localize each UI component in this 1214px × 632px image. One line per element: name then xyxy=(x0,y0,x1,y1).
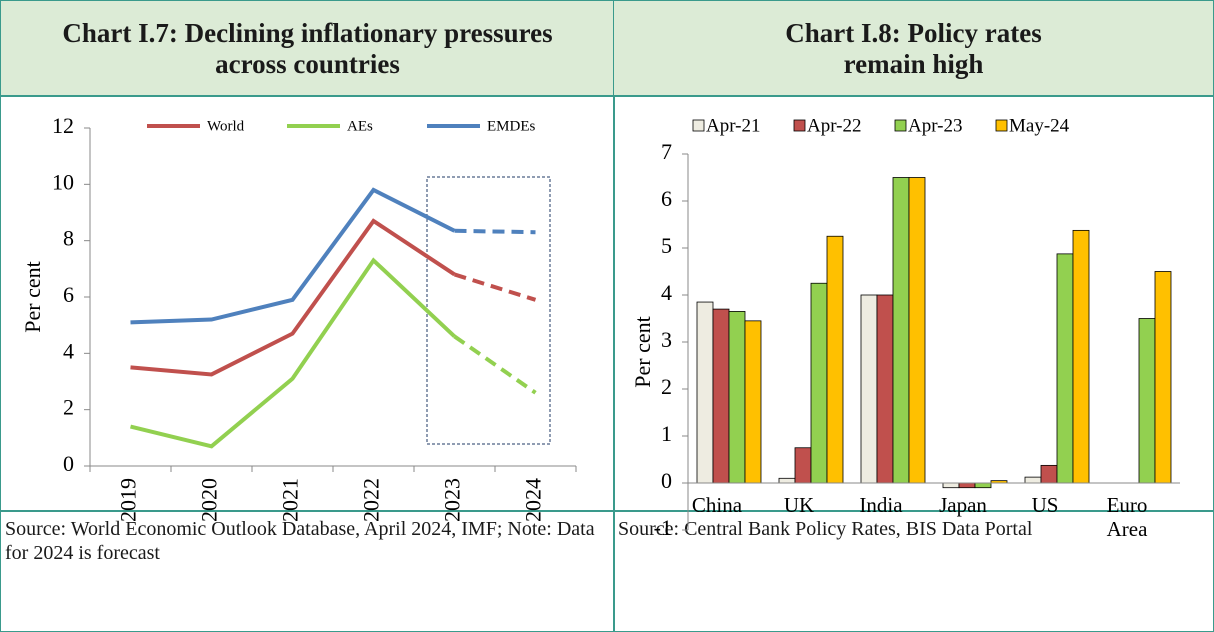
y-tick-label: -1 xyxy=(654,515,672,540)
bar xyxy=(744,320,762,484)
bar xyxy=(728,311,746,484)
x-tick-label: 2021 xyxy=(278,478,303,522)
legend-label: Apr-22 xyxy=(807,115,862,136)
bar xyxy=(908,177,926,484)
x-tick-label: Euro Area xyxy=(1106,493,1148,541)
bar xyxy=(892,177,910,484)
legend-label: Apr-21 xyxy=(706,115,761,136)
legend-swatch xyxy=(793,119,806,132)
legend-label: May-24 xyxy=(1009,115,1070,136)
bar xyxy=(958,482,976,489)
bar xyxy=(860,294,878,484)
y-tick-label: 3 xyxy=(661,327,672,352)
bar xyxy=(794,447,812,484)
bar xyxy=(696,301,714,484)
forecast-box xyxy=(426,176,551,445)
x-tick-label: Japan xyxy=(939,493,987,517)
bar xyxy=(1024,476,1042,484)
y-axis-label: Per cent xyxy=(630,316,655,387)
x-tick-label: UK xyxy=(783,493,815,517)
legend-label: World xyxy=(207,118,245,134)
legend-label: Apr-23 xyxy=(908,115,963,136)
y-tick-label: 0 xyxy=(661,468,672,493)
legend-label: EMDEs xyxy=(487,118,535,134)
x-tick-label: US xyxy=(1031,493,1059,517)
bar xyxy=(810,282,828,484)
forecast-line xyxy=(453,334,537,395)
y-tick-label: 0 xyxy=(63,451,74,476)
y-tick-label: 4 xyxy=(63,338,74,363)
bar xyxy=(1056,253,1074,484)
forecast-line xyxy=(454,228,536,235)
y-tick-label: 6 xyxy=(661,186,672,211)
y-tick-label: 4 xyxy=(661,280,672,305)
bar xyxy=(1154,271,1172,484)
x-tick-label: 2023 xyxy=(440,478,465,522)
bar xyxy=(778,477,796,484)
y-tick-label: 12 xyxy=(52,113,74,138)
x-tick-label: 2024 xyxy=(521,478,546,522)
bar xyxy=(712,308,730,484)
series-line xyxy=(130,187,456,325)
bar xyxy=(1072,229,1090,484)
y-tick-label: 10 xyxy=(52,169,74,194)
x-tick-label: India xyxy=(859,493,903,517)
bar xyxy=(826,235,844,484)
series-line xyxy=(130,257,456,449)
y-tick-label: 2 xyxy=(661,374,672,399)
bar xyxy=(1040,464,1058,484)
bar xyxy=(1138,318,1156,484)
bar xyxy=(876,294,894,484)
x-tick-label: 2020 xyxy=(197,478,222,522)
y-tick-label: 8 xyxy=(63,226,74,251)
forecast-line xyxy=(453,272,537,302)
y-tick-label: 1 xyxy=(661,421,672,446)
x-tick-label: 2022 xyxy=(359,478,384,522)
y-tick-label: 6 xyxy=(63,282,74,307)
bar xyxy=(942,482,960,489)
series-line xyxy=(130,218,456,377)
chart-cell xyxy=(0,95,615,512)
x-tick-label: 2019 xyxy=(116,478,141,522)
legend-label: AEs xyxy=(347,118,373,134)
legend-swatch xyxy=(894,119,907,132)
y-tick-label: 7 xyxy=(661,139,672,164)
bar xyxy=(974,482,992,489)
chart-title: Chart I.8: Policy rates remain high xyxy=(613,0,1214,97)
y-axis-label: Per cent xyxy=(20,261,45,332)
legend-swatch xyxy=(995,119,1008,132)
chart-title: Chart I.7: Declining inflationary pressu… xyxy=(0,0,615,97)
x-tick-label: China xyxy=(691,493,743,517)
y-tick-label: 2 xyxy=(63,395,74,420)
y-tick-label: 5 xyxy=(661,233,672,258)
legend-swatch xyxy=(692,119,705,132)
